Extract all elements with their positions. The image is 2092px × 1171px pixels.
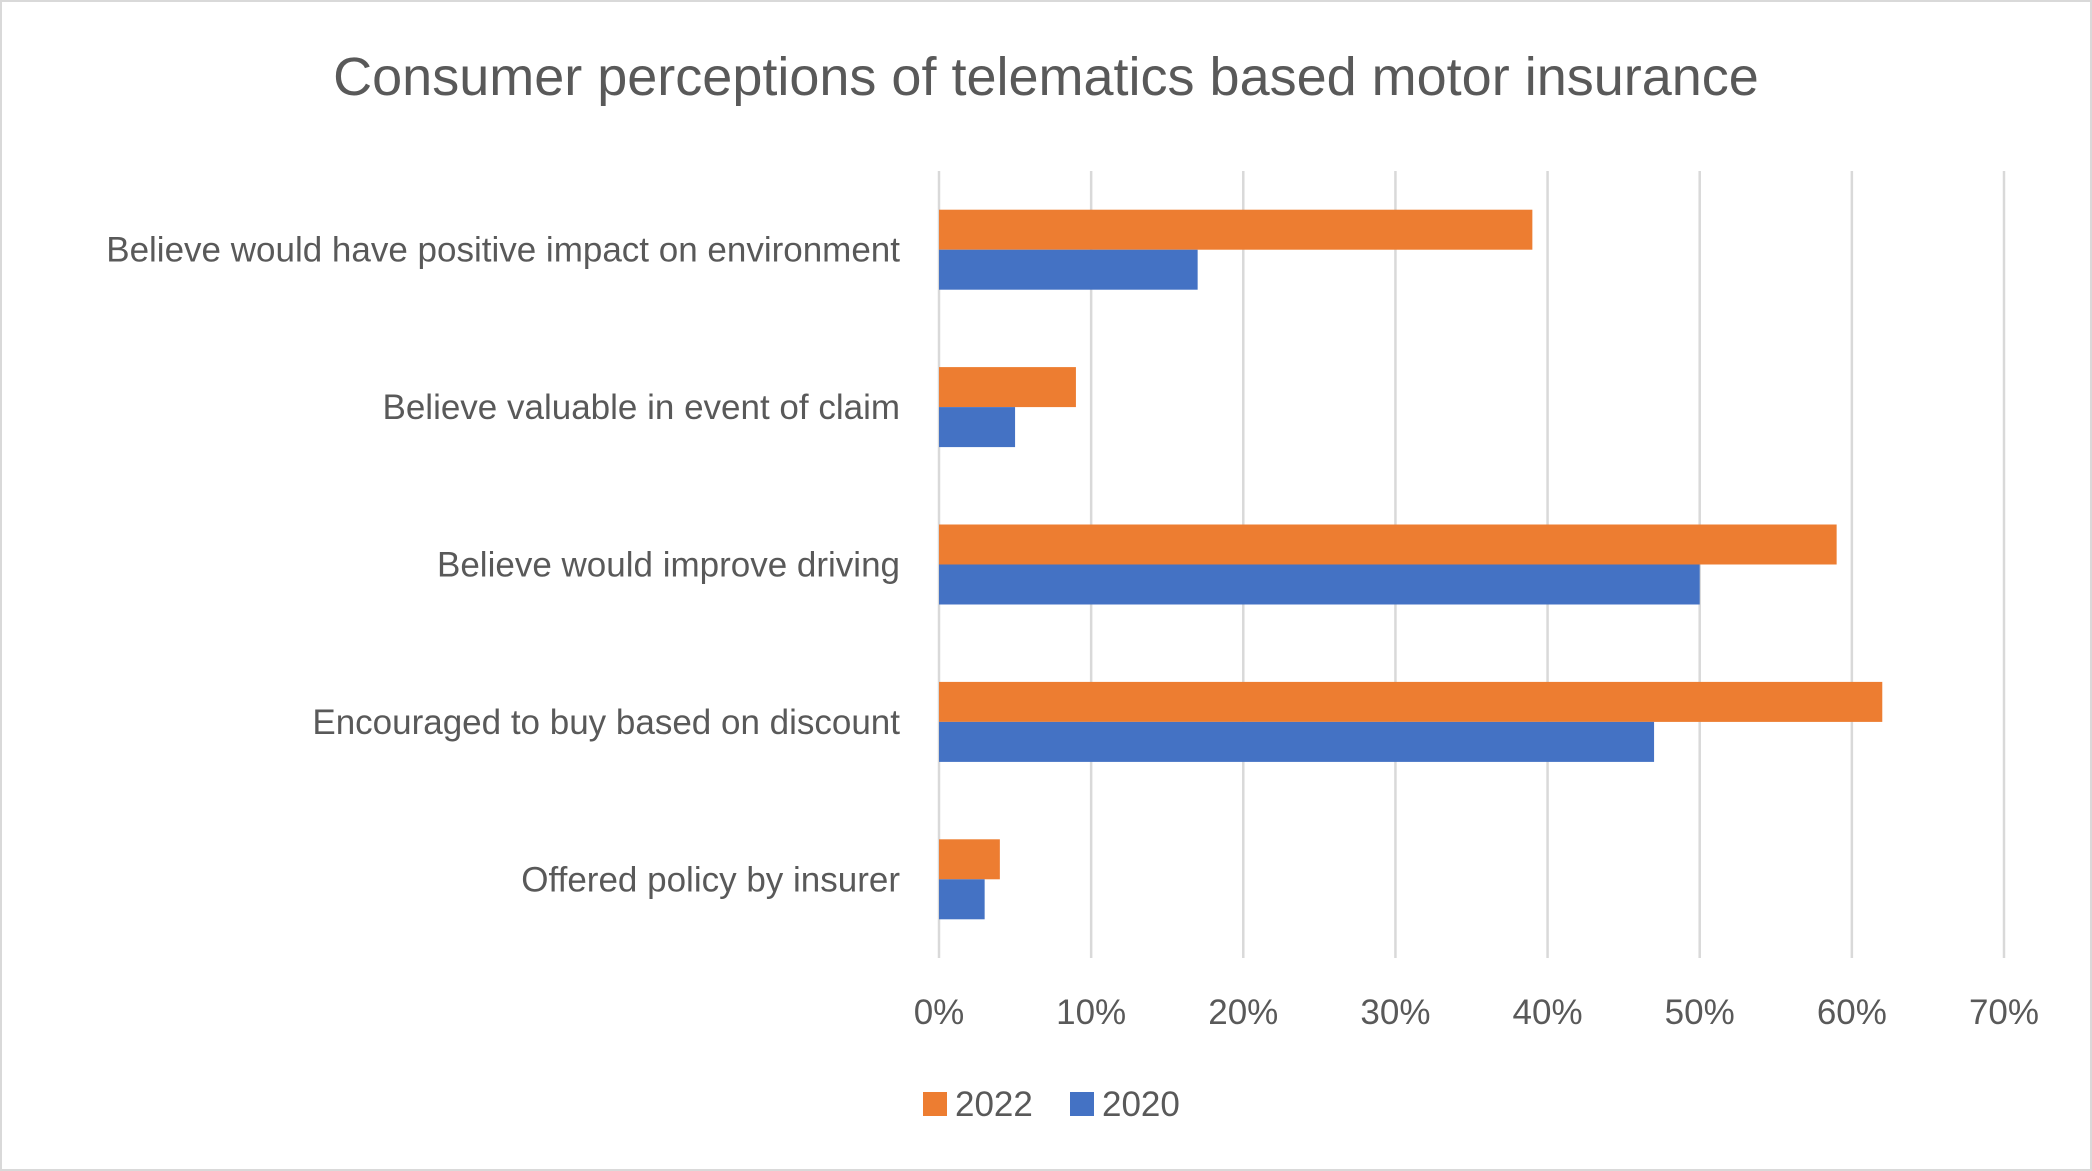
- bar-2022: [939, 209, 1533, 250]
- bar-2022: [939, 367, 1076, 408]
- x-tick-label: 20%: [1208, 993, 1278, 1032]
- x-tick-label: 60%: [1817, 993, 1887, 1032]
- chart-title: Consumer perceptions of telematics based…: [333, 47, 1759, 107]
- legend-label: 2020: [1102, 1085, 1180, 1124]
- category-label: Believe valuable in event of claim: [382, 388, 900, 427]
- bar-2020: [939, 721, 1655, 762]
- bar-2020: [939, 249, 1198, 290]
- bar-2022: [939, 839, 1000, 880]
- category-label: Believe would improve driving: [437, 546, 900, 585]
- bar-2020: [939, 407, 1016, 448]
- bar-2022: [939, 524, 1837, 565]
- bar-2020: [939, 879, 985, 920]
- legend-label: 2022: [955, 1085, 1033, 1124]
- x-tick-label: 0%: [914, 993, 965, 1032]
- category-label: Believe would have positive impact on en…: [106, 231, 900, 270]
- x-tick-label: 40%: [1513, 993, 1583, 1032]
- legend-swatch-2020: [1070, 1092, 1094, 1116]
- legend-swatch-2022: [923, 1092, 947, 1116]
- x-tick-label: 70%: [1969, 993, 2039, 1032]
- x-tick-label: 30%: [1360, 993, 1430, 1032]
- bar-2020: [939, 564, 1700, 605]
- bar-2022: [939, 681, 1883, 722]
- category-label: Encouraged to buy based on discount: [312, 703, 900, 742]
- x-tick-label: 10%: [1056, 993, 1126, 1032]
- category-label: Offered policy by insurer: [521, 860, 900, 899]
- x-tick-label: 50%: [1665, 993, 1735, 1032]
